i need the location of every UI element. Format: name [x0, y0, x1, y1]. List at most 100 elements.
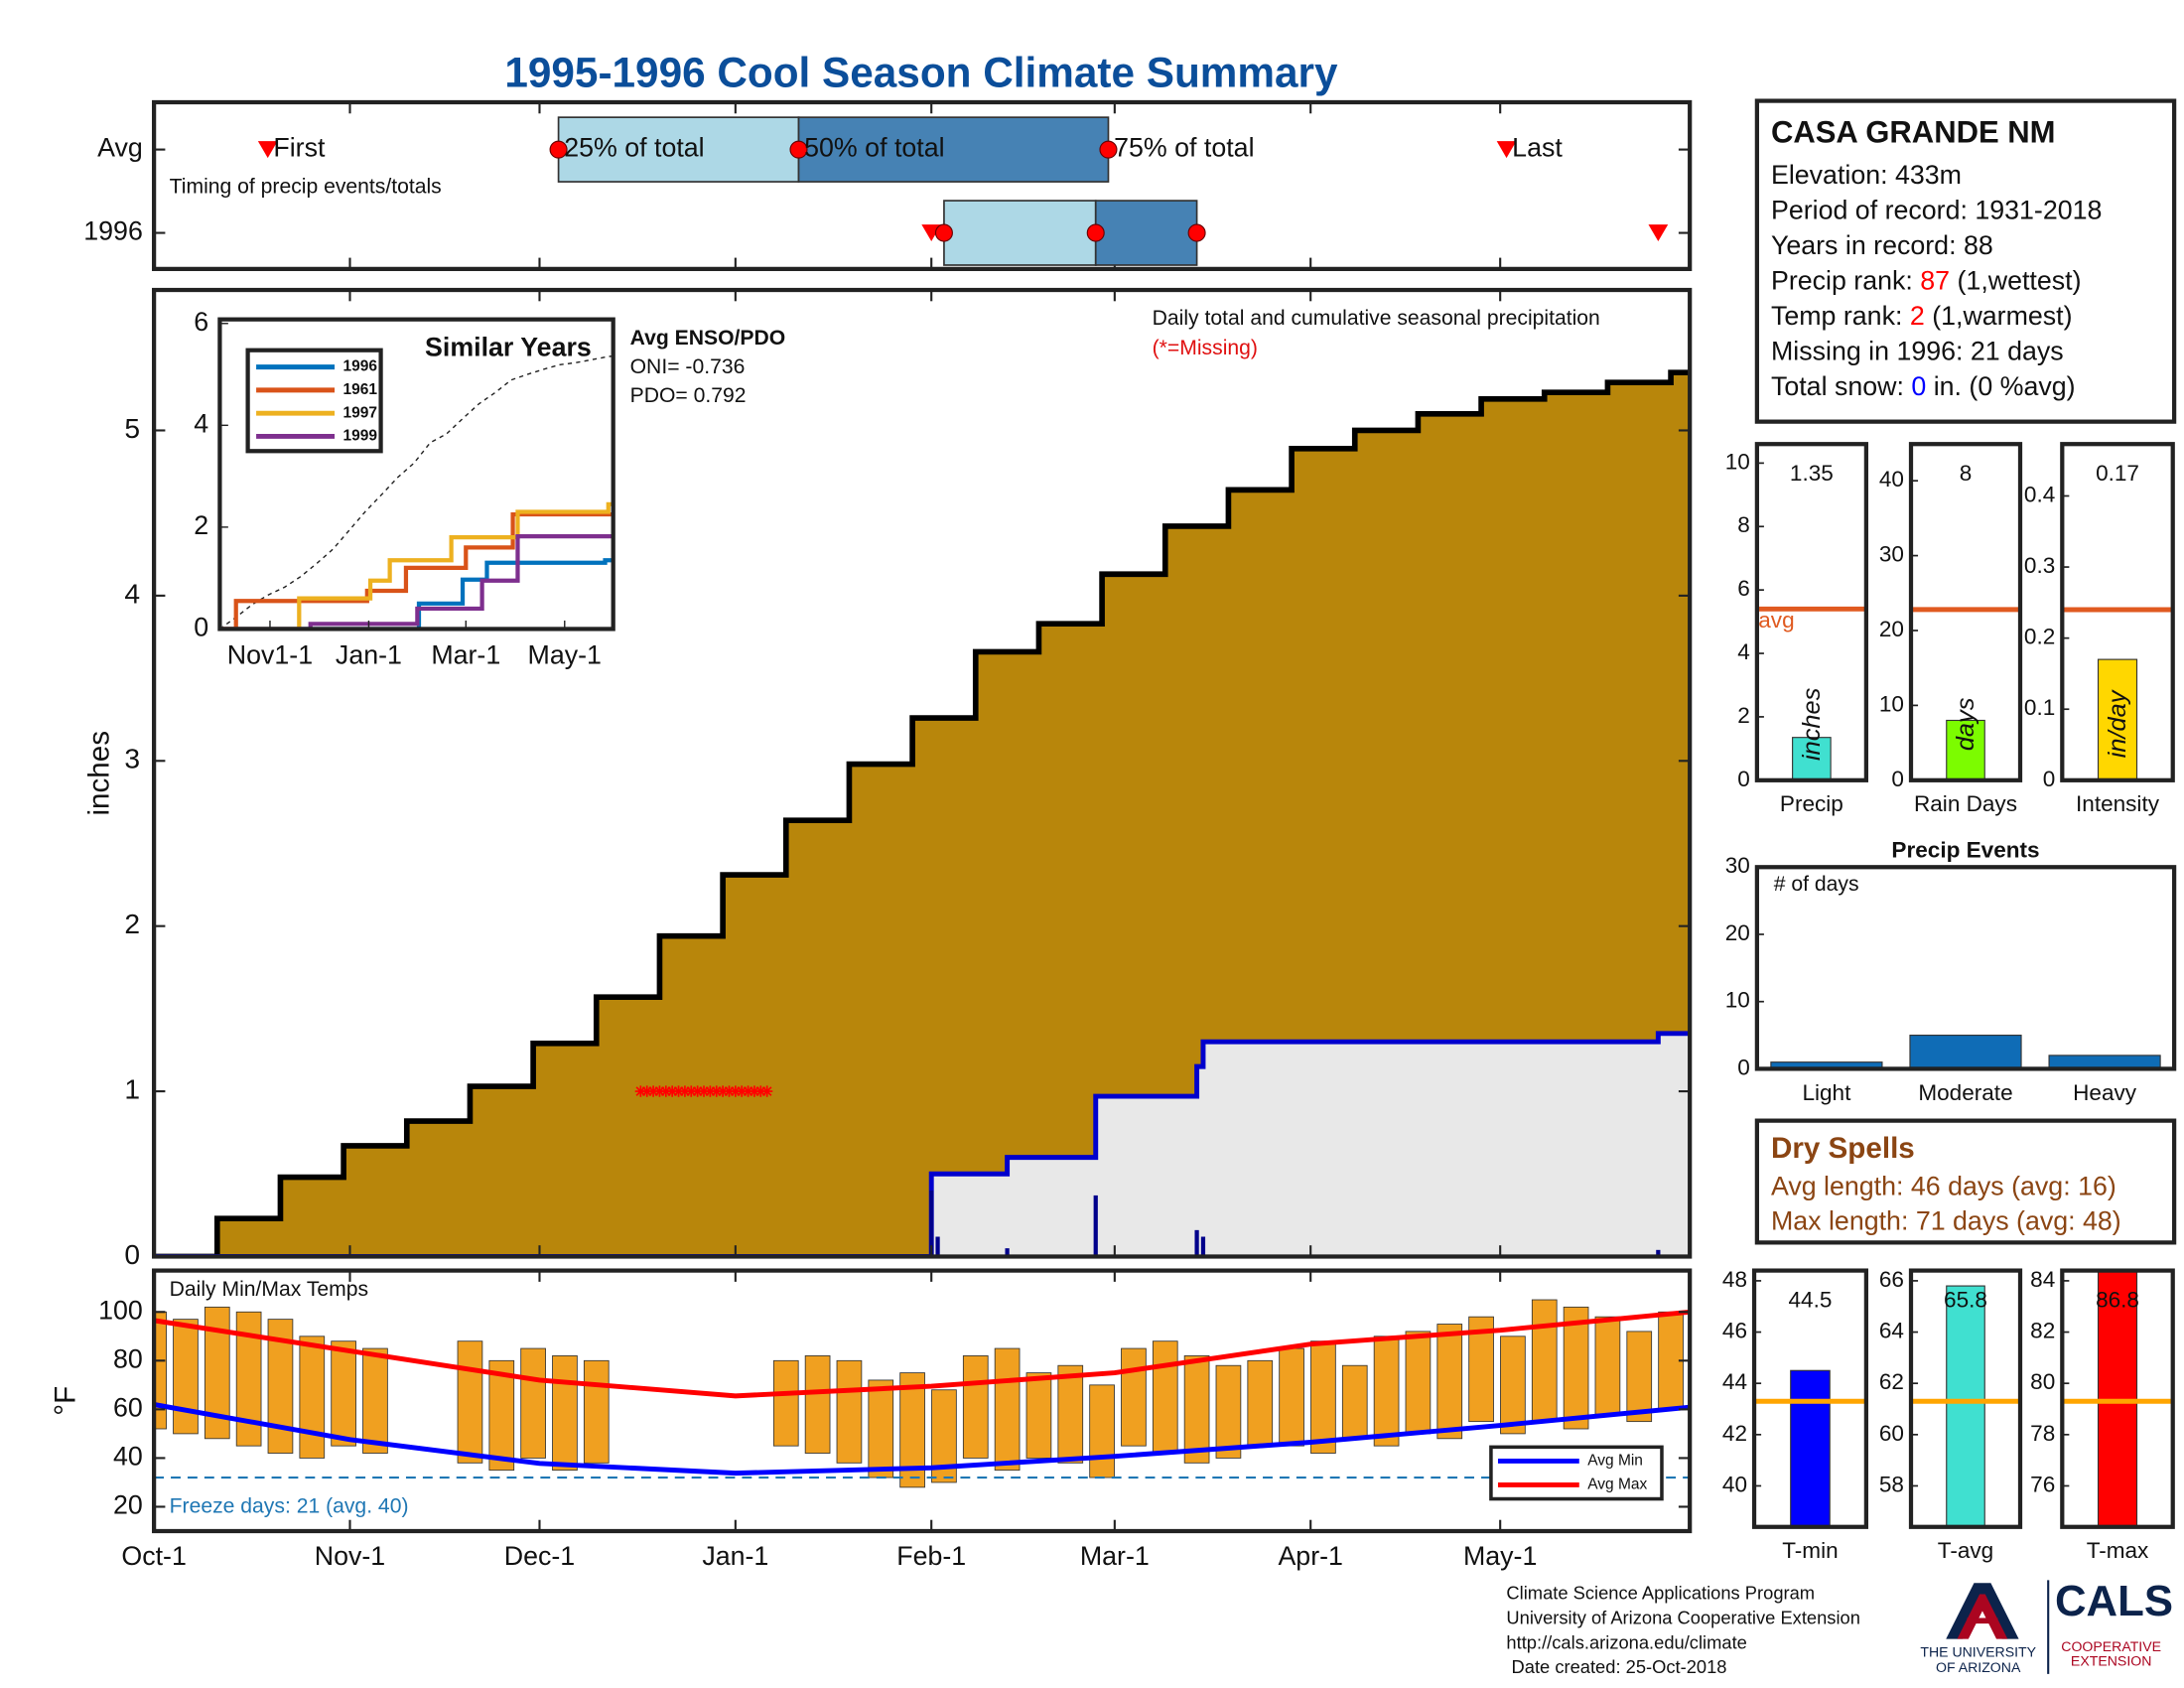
- missing-marker: [754, 1085, 766, 1097]
- y-tick-label: 8: [1737, 512, 1750, 537]
- plot-area: [1756, 606, 1866, 780]
- y-tick-label: 48: [1722, 1267, 1747, 1292]
- temp-bar: [1310, 1340, 1336, 1454]
- series-line: [219, 511, 614, 630]
- info-text: Elevation: 433m: [1771, 160, 1962, 190]
- temp-bar: [1089, 1384, 1115, 1478]
- quantile-marker: [1187, 223, 1206, 242]
- temp-bar: [1183, 1354, 1210, 1464]
- axes-box: [217, 317, 615, 632]
- panel-title: Precip Events: [1891, 838, 2039, 863]
- row-label: 1996: [83, 216, 143, 246]
- quartile-box: [1094, 200, 1198, 266]
- y-tick-label: 20: [1879, 617, 1904, 641]
- credit-line: University of Arizona Cooperative Extens…: [1506, 1607, 1859, 1627]
- axes-box: [1908, 1268, 2023, 1529]
- bar: [1946, 1285, 1985, 1527]
- legend-label: Avg Min: [1587, 1453, 1643, 1470]
- inset-title: Similar Years: [425, 332, 592, 361]
- x-tick-label: Dec-1: [504, 1541, 575, 1571]
- quantile-marker: [1099, 140, 1118, 159]
- freeze-label: Freeze days: 21 (avg. 40): [170, 1494, 409, 1517]
- plot-area: [1770, 1035, 2161, 1069]
- y-tick-label: 30: [1879, 542, 1904, 567]
- temp-bar: [1025, 1372, 1052, 1459]
- credit-line: Date created: 25-Oct-2018: [1506, 1656, 1726, 1677]
- temp-bar: [1405, 1331, 1432, 1435]
- chart-note: (*=Missing): [1153, 337, 1258, 359]
- legend-label: 1996: [343, 358, 378, 375]
- temp-bar: [1563, 1306, 1589, 1430]
- y-tick-label: 0.3: [2024, 553, 2055, 578]
- info-line: Total snow: 0 in. (0 %avg): [1771, 371, 2076, 401]
- legend-box: [1489, 1445, 1664, 1501]
- axes-box: [152, 99, 1693, 271]
- extension-name: COOPERATIVE: [2061, 1638, 2161, 1654]
- info-text: (1,wettest): [1950, 265, 2081, 295]
- x-tick-label: Mar-1: [1080, 1541, 1150, 1571]
- temp-bar: [1279, 1347, 1304, 1447]
- missing-marker: [666, 1085, 678, 1097]
- row-label: Avg: [97, 133, 143, 163]
- y-tick-label: 46: [1722, 1318, 1747, 1342]
- info-text: Precip rank:: [1771, 265, 1920, 295]
- legend-label: 1997: [343, 404, 377, 421]
- temp-bar: [962, 1354, 989, 1459]
- x-tick-label: Nov-1: [315, 1541, 385, 1571]
- x-tick-label: T-avg: [1938, 1538, 1993, 1563]
- missing-marker: [660, 1085, 672, 1097]
- y-tick-label: 80: [2030, 1369, 2055, 1394]
- logo-a-inner: [1957, 1594, 2008, 1639]
- temp-bar: [552, 1354, 578, 1472]
- info-text: Temp rank:: [1771, 301, 1910, 331]
- plot-area: [219, 354, 614, 630]
- temp-bar: [299, 1336, 326, 1459]
- legend-label: 1961: [343, 381, 378, 398]
- temp-bar: [1341, 1364, 1368, 1440]
- credit-line: Climate Science Applications Program: [1506, 1582, 1815, 1603]
- cumulative-outline: [154, 369, 1691, 1257]
- x-tick-label: T-max: [2087, 1538, 2149, 1563]
- info-box: [1754, 98, 2177, 424]
- plot-area: [1911, 607, 2021, 780]
- y-tick-label: 76: [2030, 1472, 2055, 1496]
- y-tick-label: 62: [1879, 1369, 1904, 1394]
- inset-annotation: PDO= 0.792: [630, 384, 747, 407]
- marker-label: 25% of total: [564, 133, 704, 163]
- y-tick-label: 64: [1879, 1318, 1904, 1342]
- axes-box: [1908, 442, 2023, 782]
- y-tick-label: 40: [1879, 467, 1904, 492]
- bar: [1790, 1369, 1831, 1527]
- y-tick-label: 82: [2030, 1318, 2055, 1342]
- y-tick-label: 60: [1879, 1421, 1904, 1446]
- quantile-marker: [789, 140, 808, 159]
- x-tick-label: Rain Days: [1914, 791, 2017, 816]
- info-line: Temp rank: 2 (1,warmest): [1771, 301, 2073, 331]
- temp-bar: [868, 1379, 894, 1478]
- event-marker: [257, 141, 278, 159]
- inset-annotation: Avg ENSO/PDO: [630, 327, 786, 350]
- temp-bar: [1436, 1324, 1463, 1440]
- logo-a-bar: [1967, 1618, 1998, 1624]
- info-text: 87: [1920, 265, 1950, 295]
- quantile-marker: [1086, 223, 1105, 242]
- credit-line: http://cals.arizona.edu/climate: [1506, 1631, 1746, 1652]
- season-area: [154, 1033, 1691, 1257]
- info-text: 0: [1911, 371, 1926, 401]
- panel-annotation: # of days: [1774, 873, 1859, 896]
- missing-marker: [736, 1085, 748, 1097]
- daily-bar: [1093, 1195, 1098, 1257]
- chart-subtitle: Daily total and cumulative seasonal prec…: [1153, 307, 1600, 330]
- missing-marker: [679, 1085, 691, 1097]
- y-tick-label: 6: [1737, 576, 1750, 601]
- x-tick-label: Feb-1: [896, 1541, 966, 1571]
- missing-marker: [634, 1085, 646, 1097]
- missing-marker: [761, 1085, 773, 1097]
- x-tick-label: Oct-1: [121, 1541, 186, 1571]
- y-tick-label: 2: [124, 908, 140, 939]
- axes-box: [1754, 865, 2177, 1071]
- y-tick-label: 30: [1725, 853, 1750, 878]
- y-tick-label: 0: [1737, 767, 1750, 791]
